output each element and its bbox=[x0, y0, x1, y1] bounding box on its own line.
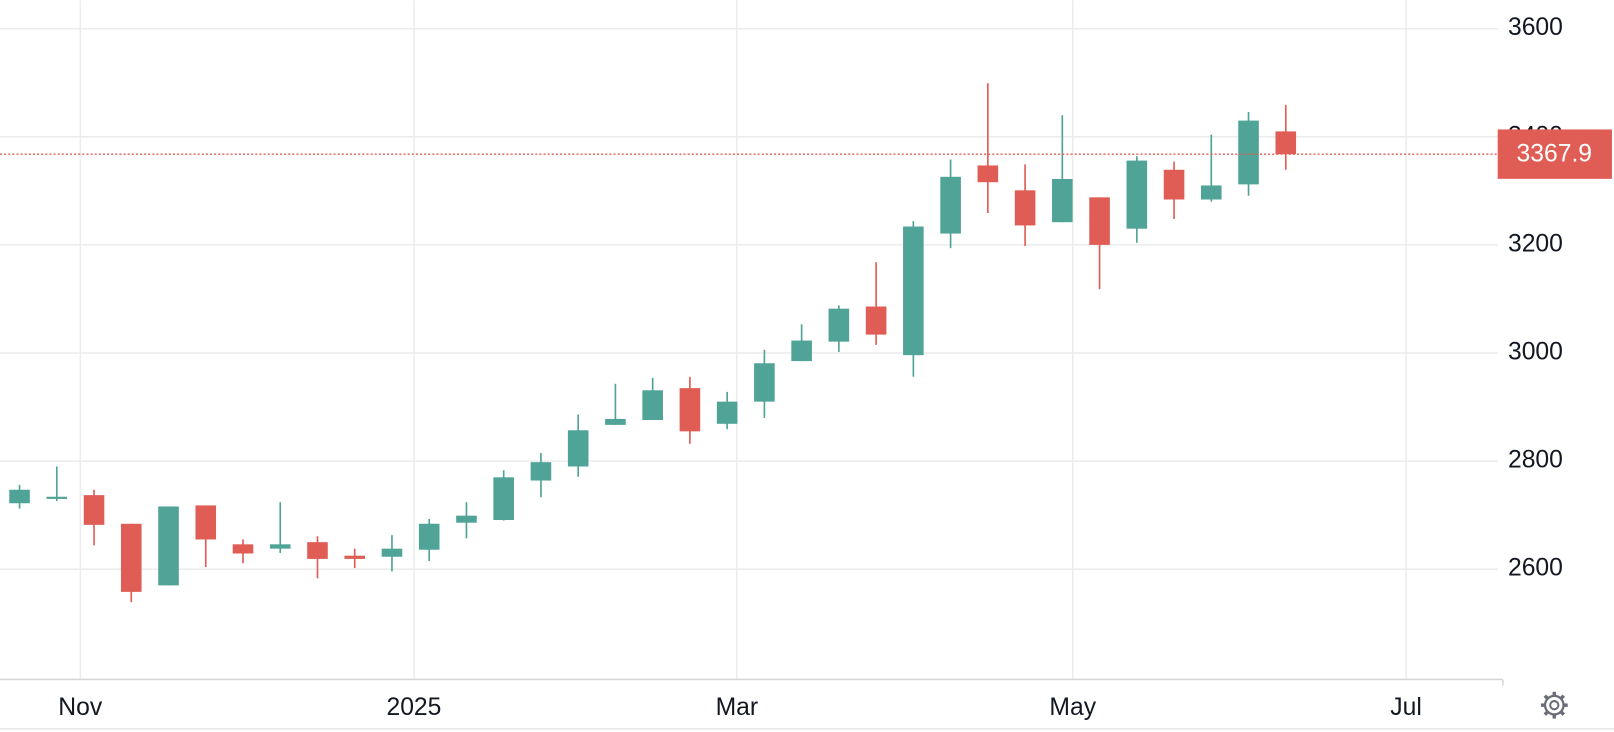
candle-body bbox=[232, 544, 254, 554]
candle-body bbox=[679, 388, 701, 432]
settings-button[interactable] bbox=[1540, 691, 1568, 719]
candle-body bbox=[158, 506, 179, 586]
candle-body bbox=[1163, 169, 1185, 200]
candle-body bbox=[865, 306, 887, 335]
candle-body bbox=[83, 495, 105, 525]
last-price-label: 3367.9 bbox=[1517, 141, 1593, 168]
candle-body bbox=[940, 176, 961, 234]
gear-ring bbox=[1543, 694, 1565, 716]
gear-hub bbox=[1549, 700, 1560, 711]
candle-body bbox=[1275, 131, 1297, 155]
candle-body bbox=[1201, 185, 1222, 200]
candle-body bbox=[418, 523, 440, 550]
candle-body bbox=[381, 548, 403, 557]
candle-body bbox=[456, 515, 477, 523]
candle-body bbox=[269, 544, 291, 549]
candle-body bbox=[977, 165, 999, 183]
candle-body bbox=[493, 477, 514, 520]
candle-body bbox=[716, 401, 738, 424]
x-tick-label: Mar bbox=[716, 694, 759, 721]
y-tick-label: 3000 bbox=[1508, 339, 1563, 366]
candle-body bbox=[1238, 120, 1259, 185]
candle-body bbox=[1126, 160, 1148, 229]
candle-body bbox=[120, 523, 142, 592]
last-price-box bbox=[1497, 129, 1612, 179]
candle-body bbox=[1052, 178, 1073, 223]
candle-body bbox=[344, 555, 366, 559]
candle-body bbox=[754, 363, 775, 402]
x-tick-label: May bbox=[1049, 694, 1096, 721]
x-tick-label: 2025 bbox=[386, 694, 441, 721]
candle-body bbox=[1089, 197, 1110, 245]
x-tick-label: Jul bbox=[1390, 694, 1422, 721]
candle-body bbox=[46, 496, 68, 499]
candle-body bbox=[530, 462, 552, 481]
y-tick-label: 2800 bbox=[1508, 447, 1563, 474]
y-tick-label: 3200 bbox=[1508, 230, 1563, 257]
candle-body bbox=[1014, 190, 1036, 226]
candle-body bbox=[567, 430, 589, 467]
candle-body bbox=[642, 390, 663, 421]
gear-teeth bbox=[1540, 691, 1568, 719]
candle-body bbox=[9, 489, 30, 504]
x-tick-label: Nov bbox=[58, 694, 103, 721]
candle-body bbox=[605, 418, 626, 425]
candle-body bbox=[903, 226, 924, 356]
candle-body bbox=[195, 505, 217, 540]
candle-body bbox=[307, 542, 328, 559]
y-tick-label: 2600 bbox=[1508, 555, 1563, 582]
candle-body bbox=[828, 308, 850, 342]
candle-body bbox=[791, 340, 812, 362]
y-tick-label: 3600 bbox=[1508, 14, 1563, 41]
